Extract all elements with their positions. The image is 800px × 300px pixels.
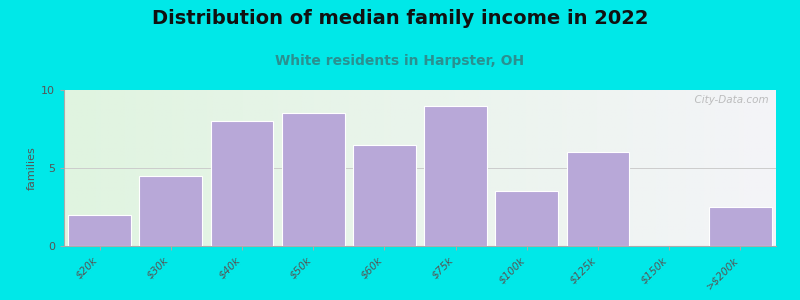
Text: Distribution of median family income in 2022: Distribution of median family income in … (152, 9, 648, 28)
Bar (424, 106, 487, 246)
Text: City-Data.com: City-Data.com (688, 95, 769, 105)
Bar (566, 152, 630, 246)
Bar (353, 145, 416, 246)
Bar (210, 121, 274, 246)
Bar (282, 113, 345, 246)
Y-axis label: families: families (27, 146, 37, 190)
Bar (709, 207, 772, 246)
Bar (495, 191, 558, 246)
Bar (68, 215, 131, 246)
Text: White residents in Harpster, OH: White residents in Harpster, OH (275, 54, 525, 68)
Bar (139, 176, 202, 246)
